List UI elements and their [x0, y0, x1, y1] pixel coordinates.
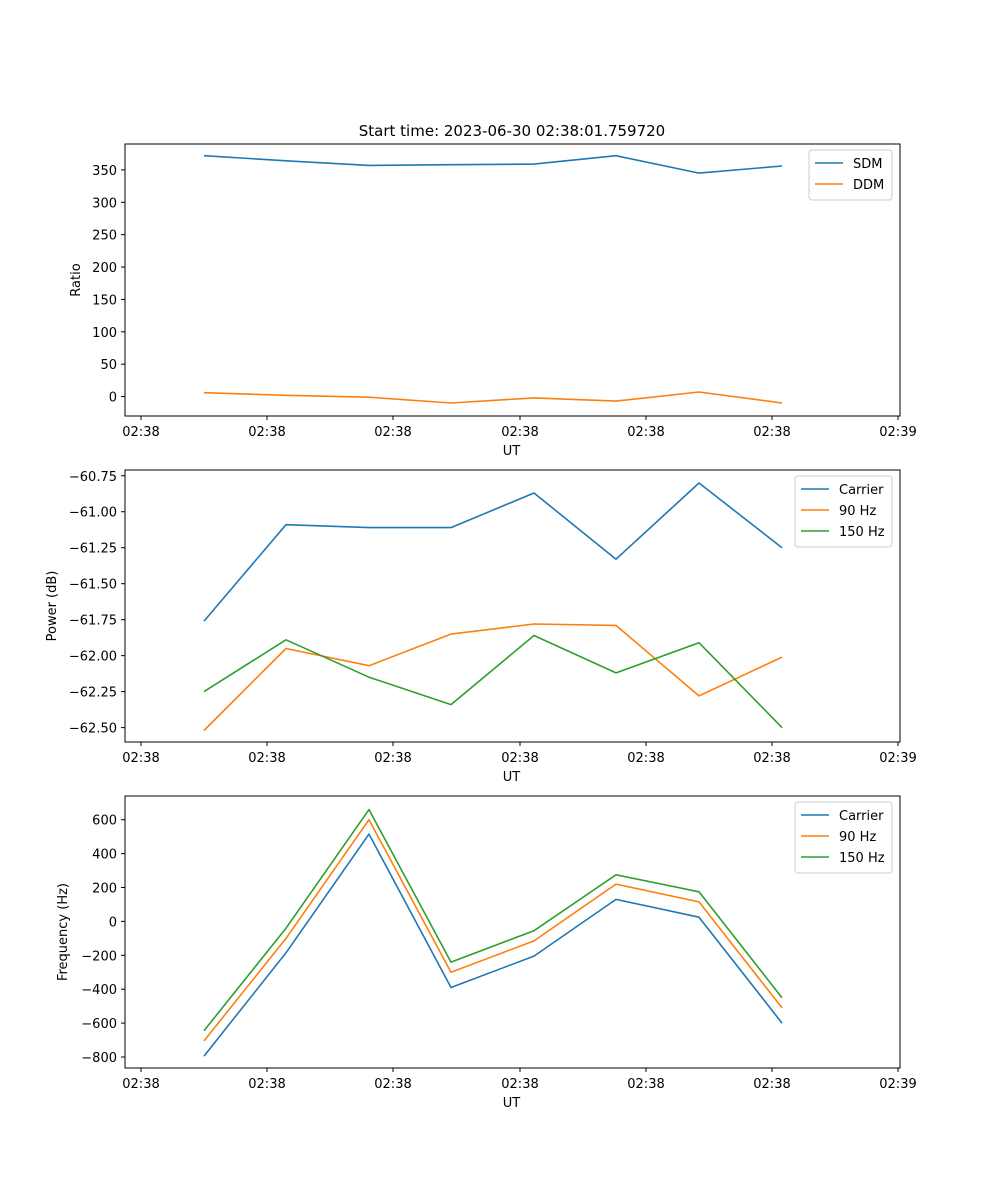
- series-line-150-hz: [203, 808, 783, 1032]
- x-tick-label: 02:39: [879, 425, 916, 440]
- y-tick-label: 200: [92, 261, 117, 276]
- x-tick-label: 02:38: [374, 1077, 411, 1092]
- x-tick-label: 02:38: [122, 751, 159, 766]
- series-line-ddm: [203, 391, 783, 404]
- legend-label: Carrier: [839, 483, 884, 498]
- x-axis-label: UT: [503, 444, 521, 459]
- x-tick-label: 02:38: [374, 425, 411, 440]
- x-tick-label: 02:38: [501, 751, 538, 766]
- y-tick-label: −60.75: [69, 470, 117, 485]
- series-line-90-hz: [203, 818, 783, 1042]
- y-tick-label: −200: [81, 949, 117, 964]
- y-tick-label: −62.50: [69, 722, 117, 737]
- x-tick-label: 02:38: [753, 751, 790, 766]
- y-tick-label: 200: [92, 882, 117, 897]
- y-axis-label: Ratio: [69, 263, 84, 296]
- legend-box: [794, 801, 893, 874]
- y-tick-label: −400: [81, 983, 117, 998]
- y-axis-label: Frequency (Hz): [56, 883, 71, 981]
- x-tick-label: 02:38: [501, 425, 538, 440]
- y-tick-label: 100: [92, 326, 117, 341]
- y-tick-label: −62.00: [69, 650, 117, 665]
- y-tick-label: 400: [92, 848, 117, 863]
- x-tick-label: 02:38: [753, 1077, 790, 1092]
- y-tick-label: 0: [109, 391, 117, 406]
- legend-label: Carrier: [839, 809, 884, 824]
- x-tick-label: 02:38: [501, 1077, 538, 1092]
- legend-label: DDM: [853, 178, 884, 193]
- x-tick-label: 02:38: [122, 1077, 159, 1092]
- legend-label: 90 Hz: [839, 504, 876, 519]
- series-line-sdm: [203, 154, 783, 174]
- x-tick-label: 02:38: [374, 751, 411, 766]
- legend-label: 150 Hz: [839, 851, 885, 866]
- y-tick-label: −61.00: [69, 506, 117, 521]
- y-tick-label: −61.25: [69, 542, 117, 557]
- series-line-carrier: [203, 482, 783, 622]
- chart-title: Start time: 2023-06-30 02:38:01.759720: [359, 122, 665, 140]
- y-tick-label: −62.25: [69, 686, 117, 701]
- plot-frame: [124, 795, 901, 1069]
- x-tick-label: 02:38: [248, 1077, 285, 1092]
- legend: Carrier 90 Hz 150 Hz: [794, 801, 893, 874]
- legend-label: 150 Hz: [839, 525, 885, 540]
- y-tick-label: 150: [92, 293, 117, 308]
- y-tick-label: −800: [81, 1051, 117, 1066]
- legend-box: [794, 475, 893, 548]
- legend: Carrier 90 Hz 150 Hz: [794, 475, 893, 548]
- series-line-90-hz: [203, 623, 783, 732]
- x-tick-label: 02:38: [248, 425, 285, 440]
- chart-panel-2: 02:38 02:38 02:38 02:38 02:38 02:38 02:39 −62.5…: [45, 469, 917, 785]
- series-line-carrier: [203, 833, 783, 1057]
- x-tick-label: 02:39: [879, 751, 916, 766]
- y-tick-label: 50: [100, 358, 117, 373]
- x-axis-label: UT: [503, 770, 521, 785]
- y-tick-label: 0: [109, 915, 117, 930]
- y-tick-label: 300: [92, 196, 117, 211]
- x-tick-label: 02:38: [753, 425, 790, 440]
- x-tick-label: 02:38: [627, 1077, 664, 1092]
- y-tick-label: −600: [81, 1017, 117, 1032]
- plot-frame: [124, 143, 901, 417]
- chart-panel-3: 02:38 02:38 02:38 02:38 02:38 02:38 02:39 −800 −…: [56, 795, 917, 1111]
- y-tick-label: 250: [92, 229, 117, 244]
- plot-frame: [124, 469, 901, 743]
- legend: SDM DDM: [808, 149, 893, 201]
- x-tick-label: 02:39: [879, 1077, 916, 1092]
- y-axis-label: Power (dB): [45, 571, 60, 642]
- y-tick-label: 600: [92, 814, 117, 829]
- legend-label: 90 Hz: [839, 830, 876, 845]
- x-tick-label: 02:38: [627, 425, 664, 440]
- y-tick-label: 350: [92, 164, 117, 179]
- x-tick-label: 02:38: [122, 425, 159, 440]
- chart-panel-1: 02:38 02:38 02:38 02:38 02:38 02:38 02:39 0 50 10…: [69, 143, 917, 459]
- x-axis-label: UT: [503, 1096, 521, 1111]
- series-line-150-hz: [203, 634, 783, 729]
- legend-label: SDM: [853, 157, 882, 172]
- x-tick-label: 02:38: [248, 751, 285, 766]
- y-tick-label: −61.75: [69, 614, 117, 629]
- x-tick-label: 02:38: [627, 751, 664, 766]
- y-tick-label: −61.50: [69, 578, 117, 593]
